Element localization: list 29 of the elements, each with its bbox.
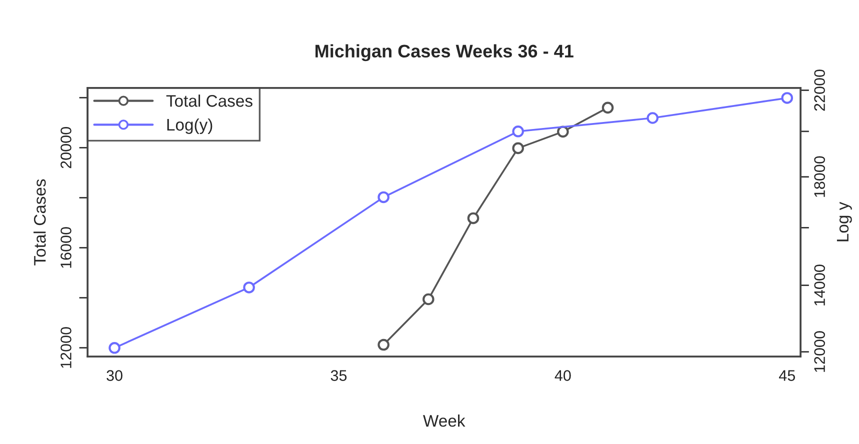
point — [512, 142, 524, 154]
point — [467, 212, 480, 224]
y2-tick-label: 18000 — [814, 156, 826, 197]
y2-tick-label: 14000 — [814, 264, 826, 306]
point — [602, 102, 614, 114]
point — [646, 112, 659, 124]
x-axis-title: Week — [423, 414, 466, 427]
chart-title: Michigan Cases Weeks 36 - 41 — [316, 44, 574, 62]
y2-tick-label: 22000 — [814, 70, 826, 111]
point — [378, 191, 390, 204]
point — [243, 282, 255, 294]
point — [781, 92, 794, 104]
y2-axis-title: Log y — [836, 202, 852, 242]
legend-label: Total Cases — [166, 94, 252, 107]
y-tick-label: 20000 — [60, 127, 72, 168]
legend-label: Log(y) — [167, 118, 212, 134]
point — [512, 125, 524, 138]
y-tick-label: 12000 — [60, 327, 72, 368]
point — [108, 342, 120, 354]
y-axis-title: Total Cases — [34, 179, 46, 266]
x-tick-label: 45 — [778, 370, 795, 381]
point — [422, 293, 434, 306]
point — [378, 338, 390, 351]
x-tick-label: 35 — [330, 370, 347, 381]
y2-tick-label: 12000 — [814, 331, 826, 372]
y-tick-label: 16000 — [60, 227, 72, 268]
x-tick-label: 30 — [106, 370, 122, 381]
point — [557, 126, 569, 138]
x-tick-label: 40 — [554, 370, 571, 381]
